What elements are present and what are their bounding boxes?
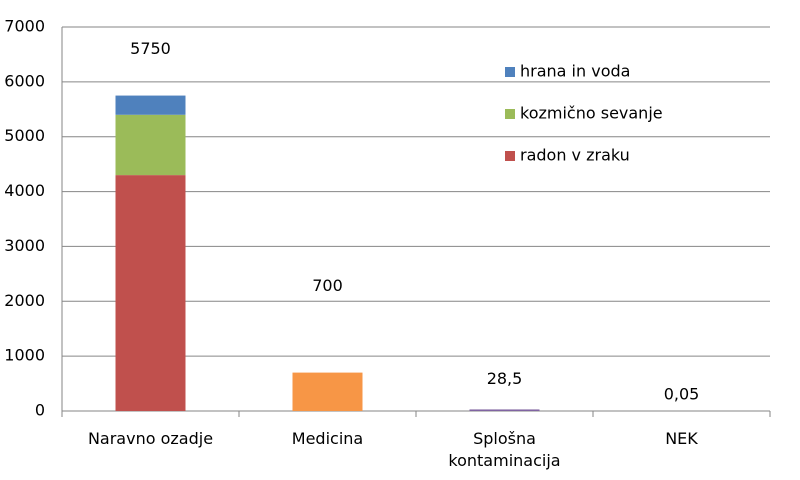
y-tick-label: 3000 <box>4 236 45 255</box>
x-tick-label: Naravno ozadje <box>87 429 214 448</box>
bar <box>469 409 540 411</box>
bar-segment <box>115 95 186 115</box>
legend-swatch <box>505 109 515 119</box>
y-tick-label: 0 <box>35 401 45 420</box>
legend-label: radon v zraku <box>520 146 630 165</box>
bar <box>292 372 363 411</box>
legend-label: hrana in voda <box>520 62 630 81</box>
x-tick-label: NEK <box>665 429 698 448</box>
y-tick-label: 2000 <box>4 291 45 310</box>
total-label: 5750 <box>130 39 171 58</box>
total-label: 700 <box>312 276 343 295</box>
x-tick-label: Splošna kontaminacija <box>448 429 561 470</box>
y-tick-label: 6000 <box>4 71 45 90</box>
legend-label: kozmično sevanje <box>520 104 663 123</box>
bar-segment <box>115 175 186 411</box>
y-tick-label: 5000 <box>4 126 45 145</box>
legend-swatch <box>505 67 515 77</box>
legend-swatch <box>505 151 515 161</box>
y-tick-label: 4000 <box>4 181 45 200</box>
total-label: 0,05 <box>664 384 700 403</box>
total-label: 28,5 <box>487 369 523 388</box>
y-tick-label: 1000 <box>4 346 45 365</box>
bar-segment <box>115 114 186 176</box>
x-tick-label: Medicina <box>291 429 364 448</box>
y-tick-label: 7000 <box>4 17 45 36</box>
